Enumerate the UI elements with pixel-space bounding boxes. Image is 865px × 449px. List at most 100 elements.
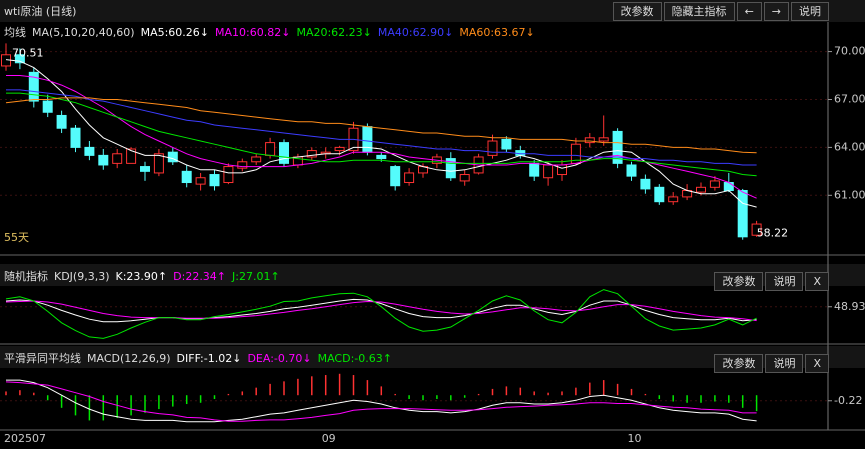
indicator-line: [5, 97, 757, 154]
indicator-line: [6, 92, 757, 177]
candle-body: [709, 180, 720, 188]
candle-body: [153, 153, 164, 174]
candle-body: [140, 166, 150, 172]
candle-body: [529, 162, 540, 177]
candle-body: [279, 142, 289, 164]
x-tick-label: 10: [628, 432, 642, 445]
indicator-line: [6, 379, 757, 423]
toolbar-button[interactable]: ←: [736, 2, 762, 21]
panel-title: 随机指标: [4, 270, 48, 283]
candle-body: [654, 186, 665, 203]
legend-entry: MA10:60.82↓: [215, 25, 291, 39]
candle-body: [487, 140, 498, 156]
candle-body: [376, 154, 387, 160]
candle-body: [723, 182, 734, 192]
candle-body: [237, 161, 248, 169]
candle-body: [42, 100, 53, 113]
panel-button[interactable]: X: [805, 272, 829, 291]
y-tick-label: 48.93: [834, 300, 865, 313]
candle-body: [612, 130, 623, 164]
candle-body: [223, 166, 234, 184]
candle-body: [70, 127, 81, 148]
legend-entry: MA60:63.67↓: [459, 25, 535, 39]
candle-body: [404, 172, 415, 184]
candle-body: [696, 186, 706, 193]
legend-entry: D:22.34↑: [173, 269, 227, 283]
candle-body: [251, 156, 262, 163]
candle-body: [362, 126, 373, 153]
annotation: 58.22: [757, 227, 789, 240]
toolbar: 改参数 隐藏主指标 ← → 说明: [612, 2, 829, 21]
toolbar-button[interactable]: 改参数: [612, 2, 662, 21]
indicator-line: [5, 381, 757, 422]
indicator-line: [5, 298, 757, 323]
legend-entry: DEA:-0.70↓: [247, 351, 312, 365]
indicator-line: [5, 300, 757, 322]
candle-body: [445, 158, 456, 179]
indicator-line: [5, 59, 757, 208]
candle-body: [14, 54, 25, 64]
legend-row: 均线 MA(5,10,20,40,60) MA5:60.26↓ MA10:60.82↓…: [4, 23, 541, 41]
candle-body: [181, 170, 192, 184]
window-title: wti原油 (日线): [4, 5, 77, 18]
x-tick-label: 202507: [4, 432, 46, 445]
x-tick-label: 09: [322, 432, 336, 445]
panel-toolbar: 改参数 说明 X: [714, 354, 829, 373]
candle-body: [195, 177, 206, 185]
candle-body: [112, 153, 123, 164]
candle-body: [56, 114, 67, 129]
y-tick-label: -0.22: [834, 394, 862, 407]
annotation: 55天: [4, 231, 29, 244]
indicator-line: [6, 89, 757, 166]
indicator-line: [5, 289, 757, 339]
toolbar-button[interactable]: 隐藏主指标: [663, 2, 735, 21]
legend-row: 平滑异同平均线 MACD(12,26,9) DIFF:-1.02↓ DEA:-0.70…: [4, 349, 398, 367]
title-row: wti原油 (日线): [4, 2, 82, 20]
candle-body: [737, 190, 748, 238]
panel-title: 平滑异同平均线: [4, 352, 81, 365]
legend-entry: MA5:60.26↓: [140, 25, 210, 39]
y-tick-label: 67.00: [834, 92, 865, 105]
panel-toolbar: 改参数 说明 X: [714, 272, 829, 291]
candle-body: [584, 137, 595, 144]
panel-button[interactable]: 改参数: [714, 272, 764, 291]
candle-body: [28, 71, 39, 102]
panel-params: MACD(12,26,9): [87, 351, 171, 365]
legend-entry: K:23.90↑: [115, 269, 168, 283]
candle-body: [459, 174, 470, 182]
y-tick-label: 70.00: [834, 45, 865, 58]
candle-body: [98, 154, 109, 166]
candle-body: [306, 150, 317, 158]
candle-body: [126, 148, 137, 164]
candle-body: [751, 223, 762, 236]
candle-body: [209, 174, 220, 187]
legend-entry: MACD:-0.63↑: [317, 351, 392, 365]
panel-button[interactable]: 改参数: [714, 354, 764, 373]
y-tick-label: 61.00: [834, 188, 865, 201]
candle-body: [84, 146, 95, 156]
legend-row: 随机指标 KDJ(9,3,3) K:23.90↑ D:22.34↑ J:27.01↑: [4, 267, 286, 285]
legend-entry: MA40:62.90↓: [377, 25, 454, 39]
legend-entry: J:27.01↑: [232, 269, 280, 283]
legend-entry: MA20:62.23↓: [296, 25, 372, 39]
panel-params: KDJ(9,3,3): [54, 269, 110, 283]
panel-button[interactable]: X: [805, 354, 829, 373]
candle-body: [598, 137, 609, 142]
candle-body: [626, 164, 637, 177]
candle-body: [167, 151, 178, 163]
panel-params: MA(5,10,20,40,60): [32, 25, 135, 39]
candle-body: [334, 146, 345, 152]
candle-body: [668, 196, 679, 203]
toolbar-button[interactable]: →: [763, 2, 789, 21]
macd-bar: [0, 346, 865, 368]
y-tick-label: 64.00: [834, 140, 865, 153]
toolbar-button[interactable]: 说明: [791, 2, 829, 21]
panel-button[interactable]: 说明: [765, 354, 804, 373]
annotation: 70.51: [12, 46, 44, 59]
candle-body: [557, 164, 567, 176]
legend-entry: DIFF:-1.02↓: [176, 351, 242, 365]
panel-button[interactable]: 说明: [765, 272, 804, 291]
panel-title: 均线: [4, 26, 26, 39]
